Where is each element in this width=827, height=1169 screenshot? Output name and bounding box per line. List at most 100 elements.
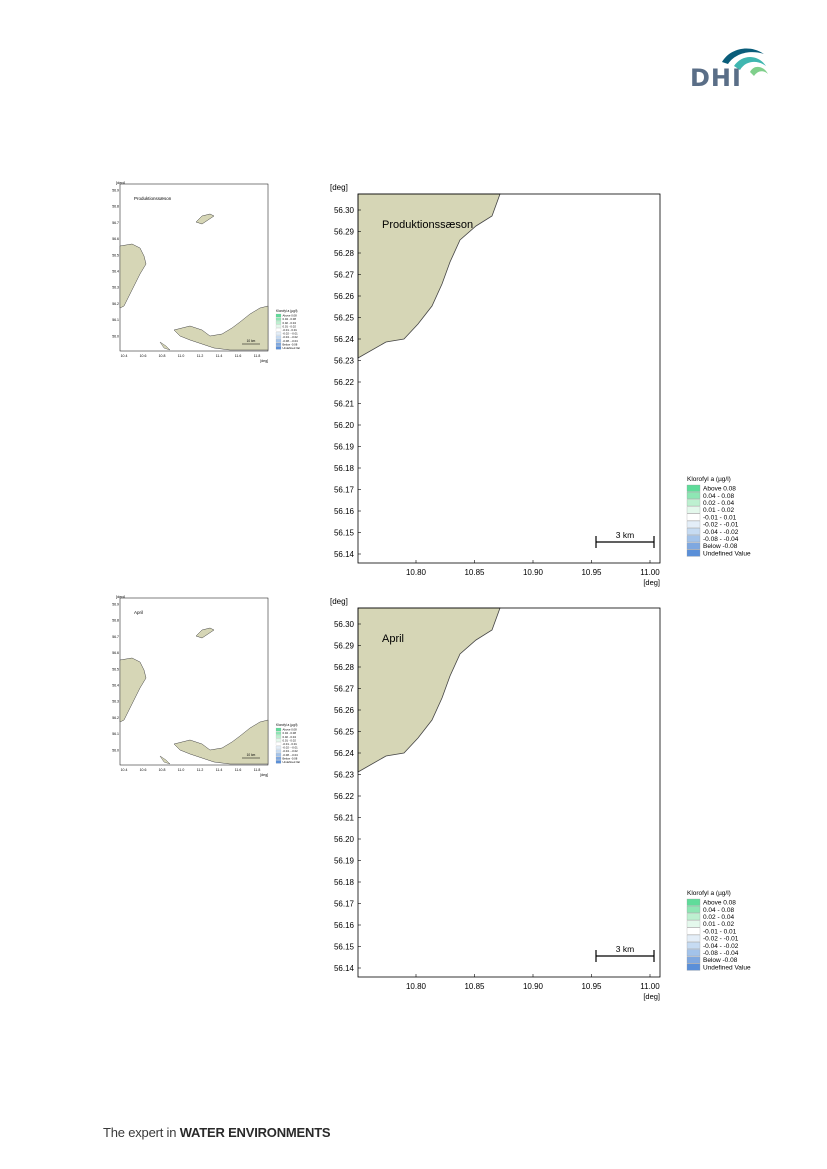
thumb-legend-label: -0.01 - 0.01 [283,328,298,332]
legend-swatch [686,506,701,514]
y-tick-label: 56.24 [334,749,355,758]
thumb-legend-label: -0.08 - -0.04 [283,339,299,343]
thumb-scale-label: 10 km [247,753,256,757]
thumb-y-tick-label: 56.4 [112,270,119,274]
map-title: Produktionssæson [382,219,473,231]
legend-swatch [686,513,701,521]
thumb-legend-label: 0.01 - 0.02 [283,324,297,328]
legend-label: -0.01 - 0.01 [703,928,737,935]
thumb-y-tick-label: 56.6 [112,237,119,241]
thumb-legend-label: -0.02 - -0.01 [283,746,299,750]
legend-label: -0.04 - -0.02 [703,943,739,950]
x-tick-label: 11.00 [640,568,660,577]
y-tick-label: 56.16 [334,921,355,930]
y-axis-unit: [deg] [330,597,348,606]
thumb-x-tick-label: 10.4 [121,768,128,772]
y-tick-label: 56.15 [334,529,355,538]
thumb-legend-swatch [275,731,282,735]
thumb-legend-swatch [275,331,282,336]
legend-title: Klorofyl a (µg/l) [687,476,731,483]
thumb-x-tick-label: 10.4 [121,354,128,358]
logo-text: DHI [690,64,742,92]
y-tick-label: 56.26 [334,292,355,301]
thumb-legend-label: -0.08 - -0.04 [283,753,299,757]
thumb-y-unit: [deg] [116,180,125,185]
legend-label: -0.01 - 0.01 [703,514,737,521]
legend-swatch [686,949,701,957]
thumb-x-tick-label: 10.8 [159,768,166,772]
x-axis-unit: [deg] [643,578,660,587]
thumb-title: Produktionssæson [134,196,172,201]
x-tick-label: 10.85 [464,982,485,991]
dhi-logo: DHI [690,44,770,94]
thumb-x-tick-label: 11.4 [216,768,223,772]
thumb-legend-label: 0.01 - 0.02 [283,738,297,742]
overview-map-svg: [deg] 56.9 56.8 56.7 56.6 56.5 56.4 56.3 56.2 56.… [112,594,301,777]
legend-swatch [686,484,701,492]
thumb-y-tick-label: 56.8 [112,619,119,623]
thumb-y-tick-label: 56.7 [112,221,119,225]
legend-label: -0.08 - -0.04 [703,950,739,957]
legend-label: 0.04 - 0.08 [703,907,734,914]
legend-swatch [686,920,701,928]
legend-swatch [686,898,701,906]
y-tick-label: 56.25 [334,314,355,323]
thumb-legend-label: Undefined Value [283,760,301,764]
thumb-x-tick-label: 10.6 [140,354,147,358]
thumb-x-tick-label: 10.8 [159,354,166,358]
thumb-x-tick-label: 11.8 [254,354,261,358]
thumb-y-tick-label: 56.2 [112,302,119,306]
thumb-legend-swatch [275,339,282,343]
y-tick-label: 56.24 [334,335,355,344]
legend-label: Above 0.08 [703,900,736,907]
y-tick-label: 56.14 [334,550,355,559]
thumb-x-tick-label: 11.0 [178,768,185,772]
thumb-legend-label: Above 0.08 [283,728,298,732]
thumb-legend-swatch [275,346,282,350]
thumb-y-tick-label: 56.6 [112,651,119,655]
legend-swatch [686,963,701,971]
plot-frame [357,193,661,564]
thumb-island [195,627,215,639]
thumb-legend-swatch [275,727,282,732]
legend-label: -0.04 - -0.02 [703,529,739,536]
legend-swatch [686,528,701,535]
thumb-legend-swatch [275,321,282,325]
x-tick-label: 10.95 [581,568,602,577]
overview-map-2: [deg] 56.9 56.8 56.7 56.6 56.5 56.4 56.3 56.2 56.… [110,592,300,782]
thumb-y-tick-label: 56.9 [112,603,119,607]
thumb-y-tick-label: 56.9 [112,189,119,193]
footer-bold: WATER ENVIRONMENTS [179,1125,331,1140]
legend-swatch [686,906,701,913]
thumb-x-tick-label: 11.4 [216,354,223,358]
legend-label: -0.02 - -0.01 [703,522,739,529]
y-tick-label: 56.29 [334,228,355,237]
thumb-islet [159,341,171,351]
legend-label: -0.08 - -0.04 [703,536,739,543]
y-tick-label: 56.19 [334,443,355,452]
y-tick-label: 56.29 [334,642,355,651]
thumb-x-tick-label: 10.6 [140,768,147,772]
legend-swatch [686,520,701,528]
thumb-legend-swatch [275,328,282,332]
y-tick-label: 56.27 [334,271,355,280]
thumb-legend-swatch [275,317,282,321]
thumb-y-tick-label: 56.8 [112,205,119,209]
legend-swatch [686,492,701,499]
detail-map-2: [deg] 56.30 56.29 56.28 56.27 56.26 56.25 56.24… [328,594,768,1014]
y-tick-label: 56.17 [334,900,355,909]
thumb-title: April [134,610,143,615]
thumb-x-tick-label: 11.0 [178,354,185,358]
legend-swatch [686,927,701,935]
thumb-x-unit: [deg] [260,773,268,777]
wave-icon [722,48,768,76]
thumb-legend-swatch [275,335,282,339]
legend-swatch [686,542,701,550]
thumb-y-unit: [deg] [116,594,125,599]
y-tick-label: 56.17 [334,486,355,495]
thumb-y-tick-label: 56.4 [112,684,119,688]
y-tick-label: 56.18 [334,464,355,473]
legend-swatch [686,956,701,964]
thumb-y-tick-label: 56.0 [112,334,119,338]
x-tick-label: 11.00 [640,982,660,991]
